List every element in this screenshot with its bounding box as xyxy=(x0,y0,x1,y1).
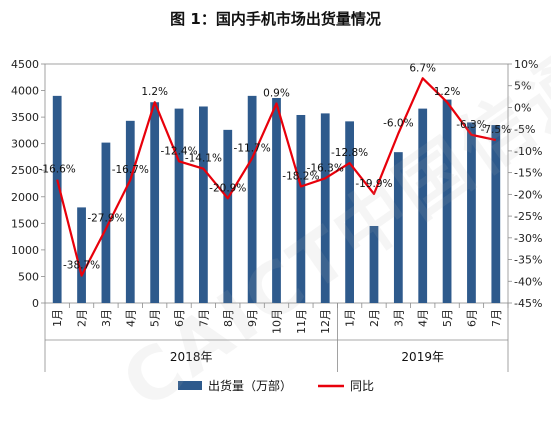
legend-swatch-bar xyxy=(178,381,202,390)
bar xyxy=(491,125,501,303)
left-axis-tick-label: 1000 xyxy=(11,244,39,257)
yoy-data-label: -14.1% xyxy=(185,153,222,165)
right-axis-tick-label: -25% xyxy=(514,210,542,223)
left-axis-tick-label: 1500 xyxy=(11,217,39,230)
right-axis-tick-label: -30% xyxy=(514,232,542,245)
month-label: 5月 xyxy=(149,309,162,327)
bar xyxy=(369,225,379,303)
left-axis-tick-label: 3500 xyxy=(11,111,39,124)
year-label: 2018年 xyxy=(170,350,213,364)
month-label: 7月 xyxy=(490,309,503,327)
left-axis-tick-label: 2500 xyxy=(11,164,39,177)
month-label: 3月 xyxy=(100,309,113,327)
bar xyxy=(150,102,160,304)
right-axis-tick-label: -15% xyxy=(514,167,542,180)
bar xyxy=(101,142,111,303)
yoy-data-label: -20.9% xyxy=(209,182,246,194)
yoy-data-label: -6.0% xyxy=(383,118,413,130)
yoy-data-label: -18.2% xyxy=(282,171,319,183)
bar xyxy=(442,99,452,303)
bar xyxy=(223,129,233,303)
right-axis-tick-label: -20% xyxy=(514,188,542,201)
month-label: 1月 xyxy=(51,309,64,327)
bar xyxy=(174,108,184,303)
month-label: 4月 xyxy=(124,309,137,327)
yoy-data-label: -11.7% xyxy=(234,142,271,154)
right-axis-tick-label: -35% xyxy=(514,254,542,267)
month-label: 9月 xyxy=(246,309,259,327)
yoy-data-label: -6.3% xyxy=(456,119,486,131)
month-label: 2月 xyxy=(368,309,381,327)
chart-title: 图 1：国内手机市场出货量情况 xyxy=(170,10,381,28)
bar xyxy=(199,106,208,303)
yoy-data-label: -12.4% xyxy=(160,145,197,157)
month-label: 2月 xyxy=(76,309,89,327)
month-label: 1月 xyxy=(344,309,357,327)
yoy-data-label: 0.9% xyxy=(263,88,290,100)
bar xyxy=(418,108,428,303)
year-label: 2019年 xyxy=(401,350,444,364)
right-axis-tick-label: 10% xyxy=(514,58,538,71)
left-axis-tick-label: 4000 xyxy=(11,85,39,98)
right-axis-tick-label: -45% xyxy=(514,297,542,310)
month-label: 10月 xyxy=(271,309,284,334)
bar xyxy=(296,114,306,303)
right-axis-tick-label: -40% xyxy=(514,275,542,288)
bar xyxy=(320,113,330,303)
right-axis-tick-label: -10% xyxy=(514,145,542,158)
right-axis-tick-label: 0% xyxy=(514,101,531,114)
bar xyxy=(247,95,257,303)
yoy-line xyxy=(56,77,497,277)
bar xyxy=(77,207,86,303)
bar xyxy=(52,95,62,303)
bar xyxy=(393,152,403,303)
bar xyxy=(467,122,476,303)
left-axis-tick-label: 2000 xyxy=(11,191,39,204)
bar xyxy=(345,121,354,303)
month-label: 6月 xyxy=(173,309,186,327)
yoy-data-label: -38.7% xyxy=(63,260,100,272)
month-label: 5月 xyxy=(441,309,454,327)
month-label: 7月 xyxy=(197,309,210,327)
chart: 0 500 1000 1500 2000 2500 3000 3500 4000 4500 -45%… xyxy=(11,58,542,393)
yoy-data-label: 1.2% xyxy=(141,86,168,98)
yoy-data-label: -12.8% xyxy=(331,147,368,159)
yoy-data-label: -19.9% xyxy=(355,178,392,190)
month-label: 6月 xyxy=(465,309,478,327)
month-label: 12月 xyxy=(319,309,332,334)
month-label: 11月 xyxy=(295,309,308,334)
yoy-data-label: -27.9% xyxy=(87,213,124,225)
legend-label-bar: 出货量（万部） xyxy=(208,378,292,393)
bar xyxy=(272,97,281,303)
bar xyxy=(125,120,135,303)
left-axis-tick-label: 0 xyxy=(32,297,39,310)
yoy-data-label: -16.7% xyxy=(112,164,149,176)
left-axis-tick-label: 3000 xyxy=(11,138,39,151)
yoy-data-label: 6.7% xyxy=(409,62,436,74)
month-label: 8月 xyxy=(222,309,235,327)
yoy-data-label: -16.6% xyxy=(39,164,76,176)
yoy-data-label: -16.3% xyxy=(307,162,344,174)
yoy-data-label: 1.2% xyxy=(434,86,461,98)
left-axis-tick-label: 500 xyxy=(18,270,39,283)
month-label: 4月 xyxy=(417,309,430,327)
legend-label-line: 同比 xyxy=(350,379,374,393)
left-axis-tick-label: 4500 xyxy=(11,58,39,71)
right-axis-tick-label: -5% xyxy=(514,123,535,136)
yoy-data-label: -7.5% xyxy=(481,124,511,136)
month-label: 3月 xyxy=(392,309,405,327)
right-axis-tick-label: 5% xyxy=(514,80,531,93)
